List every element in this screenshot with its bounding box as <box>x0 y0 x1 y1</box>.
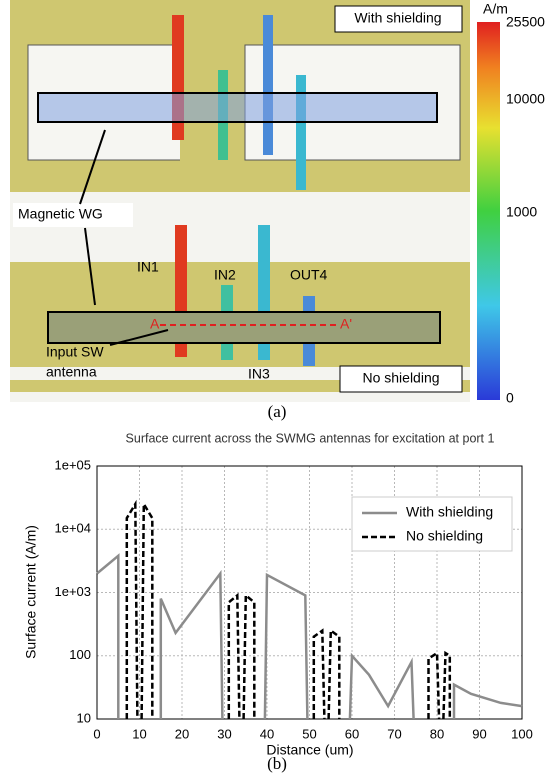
x-tick-label: 100 <box>511 726 533 741</box>
label: A <box>150 316 160 332</box>
figure: With shielding Magnetic WG IN1 IN2 OUT4 … <box>0 0 554 776</box>
y-tick-label: 100 <box>69 647 91 662</box>
x-tick-label: 60 <box>345 726 359 741</box>
label: A' <box>340 316 352 332</box>
colorbar-unit: A/m <box>483 1 508 17</box>
chart-title: Surface current across the SWMG antennas… <box>126 431 495 445</box>
x-tick-label: 70 <box>387 726 401 741</box>
label: antenna <box>46 364 97 380</box>
colorbar-tick: 0 <box>506 390 514 406</box>
y-tick-label: 1e+03 <box>54 584 91 599</box>
waveguide <box>48 312 440 343</box>
x-tick-label: 0 <box>93 726 100 741</box>
panel-a: With shielding Magnetic WG IN1 IN2 OUT4 … <box>10 0 545 406</box>
label: OUT4 <box>290 267 328 283</box>
x-tick-label: 20 <box>175 726 189 741</box>
label: Input SW <box>46 344 104 360</box>
page: With shielding Magnetic WG IN1 IN2 OUT4 … <box>0 0 554 776</box>
colorbar-tick: 25500 <box>506 14 545 30</box>
legend-label: No shielding <box>406 528 483 544</box>
x-axis-label: Distance (um) <box>266 742 353 758</box>
label: IN1 <box>137 259 159 275</box>
colorbar <box>477 22 500 400</box>
label: With shielding <box>354 10 441 26</box>
label: IN3 <box>248 366 270 382</box>
label: No shielding <box>362 370 439 386</box>
waveguide <box>38 93 437 122</box>
colorbar-tick: 1000 <box>506 204 537 220</box>
x-tick-label: 90 <box>472 726 486 741</box>
x-tick-label: 50 <box>302 726 316 741</box>
colorbar-tick: 10000 <box>506 91 545 107</box>
y-tick-label: 1e+05 <box>54 457 91 472</box>
antenna <box>263 15 273 155</box>
legend-label: With shielding <box>406 504 493 520</box>
caption: (a) <box>268 402 287 421</box>
y-tick-label: 1e+04 <box>54 521 91 536</box>
y-axis-label: Surface current (A/m) <box>23 525 39 659</box>
x-tick-label: 80 <box>430 726 444 741</box>
x-tick-label: 30 <box>217 726 231 741</box>
label: Magnetic WG <box>18 206 103 222</box>
x-tick-label: 10 <box>132 726 146 741</box>
x-tick-label: 40 <box>260 726 274 741</box>
y-tick-label: 10 <box>77 710 91 725</box>
label: IN2 <box>214 267 236 283</box>
